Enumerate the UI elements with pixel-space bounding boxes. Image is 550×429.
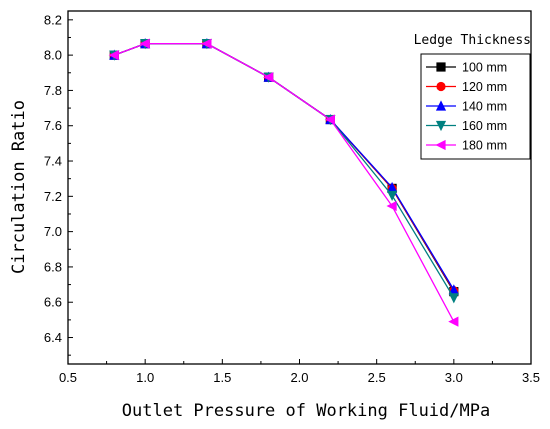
data-point xyxy=(448,293,459,304)
legend: Ledge Thickness 100 mm 120 mm 140 mm 160 mm 1… xyxy=(414,33,531,160)
series-line xyxy=(114,43,455,292)
x-tick-label: 1.5 xyxy=(213,370,231,385)
data-point xyxy=(448,284,459,295)
data-point xyxy=(324,114,335,125)
x-tick-label: 2.0 xyxy=(290,370,308,385)
series-layer xyxy=(108,38,459,327)
series-140-mm xyxy=(109,38,459,295)
legend-entry: 160 mm xyxy=(462,119,507,133)
legend-marker xyxy=(436,81,446,92)
legend-entry: 180 mm xyxy=(462,139,507,153)
y-axis-title: Circulation Ratio xyxy=(9,100,29,274)
y-tick-label: 7.0 xyxy=(44,224,62,239)
y-tick-label: 7.6 xyxy=(44,118,62,133)
legend-entry: 140 mm xyxy=(462,100,507,114)
series-line xyxy=(114,43,455,299)
x-tick-label: 3.0 xyxy=(445,370,463,385)
series-line xyxy=(114,43,455,322)
data-point xyxy=(448,316,459,327)
y-tick-label: 7.8 xyxy=(44,83,62,98)
series-160-mm xyxy=(109,39,459,304)
x-tick-label: 2.5 xyxy=(368,370,386,385)
data-point xyxy=(387,190,398,202)
series-120-mm xyxy=(109,39,459,296)
legend-marker xyxy=(435,120,447,132)
series-180-mm xyxy=(108,38,459,327)
legend-title: Ledge Thickness xyxy=(414,33,531,48)
legend-marker xyxy=(435,100,447,111)
legend-entry: 120 mm xyxy=(462,80,507,94)
x-tick-label: 3.5 xyxy=(522,370,540,385)
data-point xyxy=(201,38,212,49)
data-point xyxy=(387,181,398,193)
y-tick-label: 6.4 xyxy=(44,330,62,345)
series-line xyxy=(114,43,455,291)
x-tick-label: 0.5 xyxy=(59,370,77,385)
y-tick-label: 7.4 xyxy=(44,154,62,169)
legend-marker xyxy=(435,139,446,151)
y-tick-label: 6.8 xyxy=(44,259,62,274)
x-axis-title: Outlet Pressure of Working Fluid/MPa xyxy=(122,401,490,421)
data-point xyxy=(139,38,150,49)
series-100-mm xyxy=(109,39,459,297)
y-tick-label: 6.6 xyxy=(44,295,62,310)
x-tick-label: 1.0 xyxy=(136,370,154,385)
legend-marker xyxy=(436,62,446,72)
series-line xyxy=(114,43,455,292)
y-tick-label: 8.0 xyxy=(44,48,62,63)
data-point xyxy=(108,50,119,61)
axes: 0.5 1.0 1.5 2.0 2.5 3.0 3.5 6.4 6.6 6.8 7.0 7.2 7.4 7… xyxy=(44,10,540,385)
data-point xyxy=(386,200,397,212)
y-tick-label: 8.2 xyxy=(44,12,62,27)
data-point xyxy=(263,72,274,83)
y-tick-label: 7.2 xyxy=(44,189,62,204)
legend-entry: 100 mm xyxy=(462,61,507,75)
